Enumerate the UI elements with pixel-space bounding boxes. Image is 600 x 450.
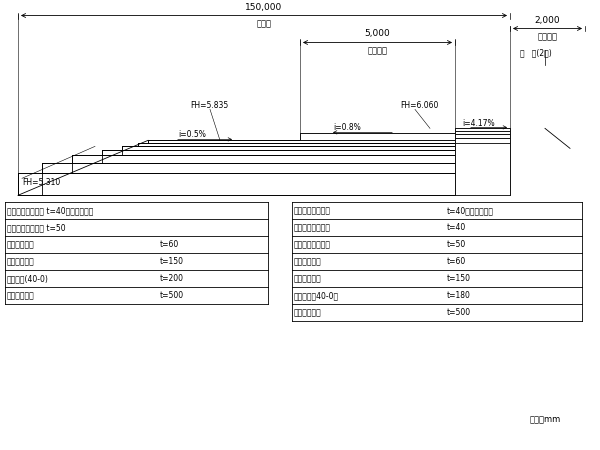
Text: i=0.8%: i=0.8% [333,123,361,132]
Bar [455,131,510,135]
Bar [72,155,455,163]
Text: 细粒式沥青混凝土 t=50: 细粒式沥青混凝土 t=50 [7,223,65,232]
Text: 路基改良处理: 路基改良处理 [7,291,35,300]
Text: 150,000: 150,000 [245,3,283,12]
Text: t=500: t=500 [447,308,471,317]
Text: 级配碎石（40-0）: 级配碎石（40-0） [294,291,339,300]
Text: （路肩）: （路肩） [538,32,557,41]
Text: 铺设部: 铺设部 [257,19,271,28]
Bar [300,133,455,140]
Text: t=180: t=180 [447,291,471,300]
Text: 2,000: 2,000 [535,15,560,24]
Text: 单位：mm: 单位：mm [530,415,561,424]
Bar [18,173,455,195]
Bar [42,163,455,173]
Text: 级配碎石(40-0): 级配碎石(40-0) [7,274,49,283]
Bar [455,135,510,138]
Text: FH=5.835: FH=5.835 [190,101,228,110]
Text: i=4.17%: i=4.17% [462,119,494,128]
Text: 水泥稳定处理: 水泥稳定处理 [294,274,322,283]
Text: 5,000: 5,000 [365,30,391,39]
Text: t=60: t=60 [447,257,466,266]
Text: 高平坦部: 高平坦部 [367,46,388,55]
Text: t=500: t=500 [160,291,184,300]
Text: 沥青稳定处理: 沥青稳定处理 [7,240,35,249]
Text: t=40（将来规划）: t=40（将来规划） [447,206,494,215]
Text: 细粒式沥青混凝土 t=40（将来规划）: 细粒式沥青混凝土 t=40（将来规划） [7,206,94,215]
Text: t=150: t=150 [160,257,184,266]
Bar [102,150,455,155]
Text: FH=5.310: FH=5.310 [22,178,60,187]
Text: t=40: t=40 [447,223,466,232]
Text: 粗粒式沥青混凝土: 粗粒式沥青混凝土 [294,240,331,249]
Text: 沥青稳定处理: 沥青稳定处理 [294,257,322,266]
Text: t=150: t=150 [447,274,471,283]
Bar [148,140,455,144]
Text: 细粒式沥青混凝土: 细粒式沥青混凝土 [294,223,331,232]
Text: 路基改良处理: 路基改良处理 [294,308,322,317]
Text: i=0.5%: i=0.5% [178,130,206,139]
Text: FH=6.060: FH=6.060 [400,101,439,110]
Text: 水泥稳定处理: 水泥稳定处理 [7,257,35,266]
Bar [455,128,510,195]
Bar [122,146,455,150]
Text: 护   栏(2段): 护 栏(2段) [520,48,552,57]
Text: t=60: t=60 [160,240,179,249]
Text: 细粒式沥青混凝土: 细粒式沥青混凝土 [294,206,331,215]
Text: t=50: t=50 [447,240,466,249]
Text: t=200: t=200 [160,274,184,283]
Bar [138,144,455,146]
Bar [455,128,510,131]
Bar [455,138,510,144]
